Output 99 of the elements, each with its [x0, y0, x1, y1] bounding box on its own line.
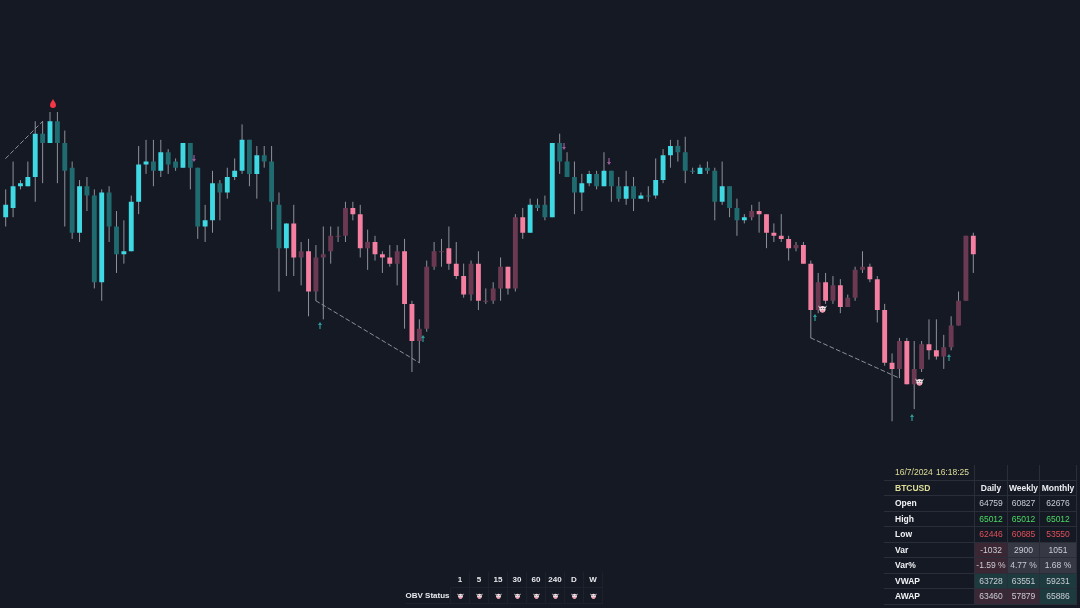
candlestick	[557, 133, 563, 175]
candlestick	[623, 170, 629, 206]
text: Weekly	[1008, 482, 1039, 493]
candlestick	[823, 272, 829, 305]
candlestick	[756, 201, 762, 234]
candlestick	[439, 238, 444, 268]
text: 62446	[979, 529, 1003, 539]
text: 65012	[1011, 513, 1036, 524]
candlestick	[150, 139, 156, 187]
text: VWAP	[895, 575, 921, 586]
candlestick	[682, 136, 688, 184]
text: AWAP	[895, 591, 921, 601]
candlestick	[616, 176, 622, 203]
candlestick	[453, 241, 459, 280]
candlestick	[158, 139, 164, 178]
text: 62676	[1046, 498, 1070, 508]
text: BTCUSD	[895, 482, 931, 493]
shaded-cell: 57879	[1008, 589, 1040, 605]
text: 5	[476, 574, 482, 584]
candlestick	[800, 241, 806, 265]
candlestick	[933, 318, 939, 361]
candlestick	[608, 170, 614, 203]
candlestick	[941, 334, 947, 370]
shaded-cell: 4.77 %	[1008, 558, 1040, 574]
candlestick	[579, 173, 585, 212]
text: High	[895, 513, 914, 524]
text: 60827	[1011, 498, 1036, 508]
candlestick	[675, 139, 681, 163]
candlestick	[668, 139, 673, 169]
text: OBV Status	[405, 590, 450, 600]
text: 1	[457, 574, 463, 584]
text: Var	[895, 544, 909, 555]
candlestick	[217, 179, 223, 221]
text: 65012	[979, 513, 1003, 524]
candlestick	[431, 241, 437, 271]
text: 16/7/2024	[895, 467, 933, 477]
text: Daily	[980, 482, 1002, 493]
candlestick	[365, 229, 371, 271]
candlestick	[594, 170, 600, 190]
text: Low	[895, 529, 912, 539]
candlestick	[298, 241, 304, 286]
text: 60685	[1011, 529, 1036, 539]
candlestick	[764, 213, 769, 249]
candlestick	[727, 185, 732, 218]
candlestick	[490, 281, 496, 305]
candlestick	[837, 278, 843, 314]
text: 240	[548, 574, 562, 584]
candlestick	[54, 112, 60, 184]
candlestick	[631, 176, 636, 212]
candlestick	[10, 161, 16, 218]
candlestick	[254, 145, 260, 200]
text: W	[589, 574, 597, 584]
candlestick	[520, 207, 526, 240]
candlestick	[638, 191, 644, 200]
candlestick	[328, 226, 334, 265]
text: 65012	[1046, 513, 1070, 524]
candlestick	[860, 250, 865, 274]
candlestick	[25, 161, 31, 187]
candlestick	[653, 157, 659, 200]
candlestick	[778, 213, 784, 243]
text: 64759	[979, 498, 1003, 508]
candlestick	[645, 185, 651, 203]
shaded-cell: 1.68 %	[1040, 558, 1077, 574]
text: 60	[531, 574, 541, 584]
candlestick	[202, 204, 208, 243]
shaded-cell: -1.59 %	[975, 558, 1008, 574]
candlestick	[771, 222, 777, 243]
candlestick	[498, 256, 504, 302]
text: Var%	[895, 560, 916, 570]
candlestick	[867, 263, 873, 283]
text: Open	[895, 498, 917, 508]
candlestick	[261, 145, 267, 169]
candlestick	[542, 195, 548, 221]
candlestick	[224, 167, 230, 200]
candlestick	[335, 226, 341, 243]
text: 30	[512, 574, 522, 584]
candlestick	[719, 161, 725, 206]
candlestick	[970, 232, 976, 274]
candlestick	[461, 263, 467, 299]
candlestick	[572, 161, 577, 215]
candlestick	[483, 287, 489, 305]
candlestick	[786, 235, 792, 262]
text: 53550	[1046, 529, 1070, 539]
candlestick	[3, 188, 9, 228]
candlestick	[387, 244, 393, 268]
text: D	[571, 574, 577, 584]
text: 15	[493, 574, 503, 584]
text: 16:18:25	[935, 467, 970, 477]
shaded-cell: 65886	[1040, 589, 1077, 605]
candlestick	[394, 244, 400, 286]
shaded-cell: 63460	[975, 589, 1008, 605]
candlestick	[446, 226, 452, 271]
candlestick	[165, 148, 171, 175]
text: Monthly	[1041, 482, 1075, 493]
candlestick	[232, 157, 238, 181]
candlestick	[350, 201, 356, 221]
candlestick	[121, 219, 127, 265]
candlestick	[948, 315, 954, 351]
candlestick	[379, 250, 385, 274]
